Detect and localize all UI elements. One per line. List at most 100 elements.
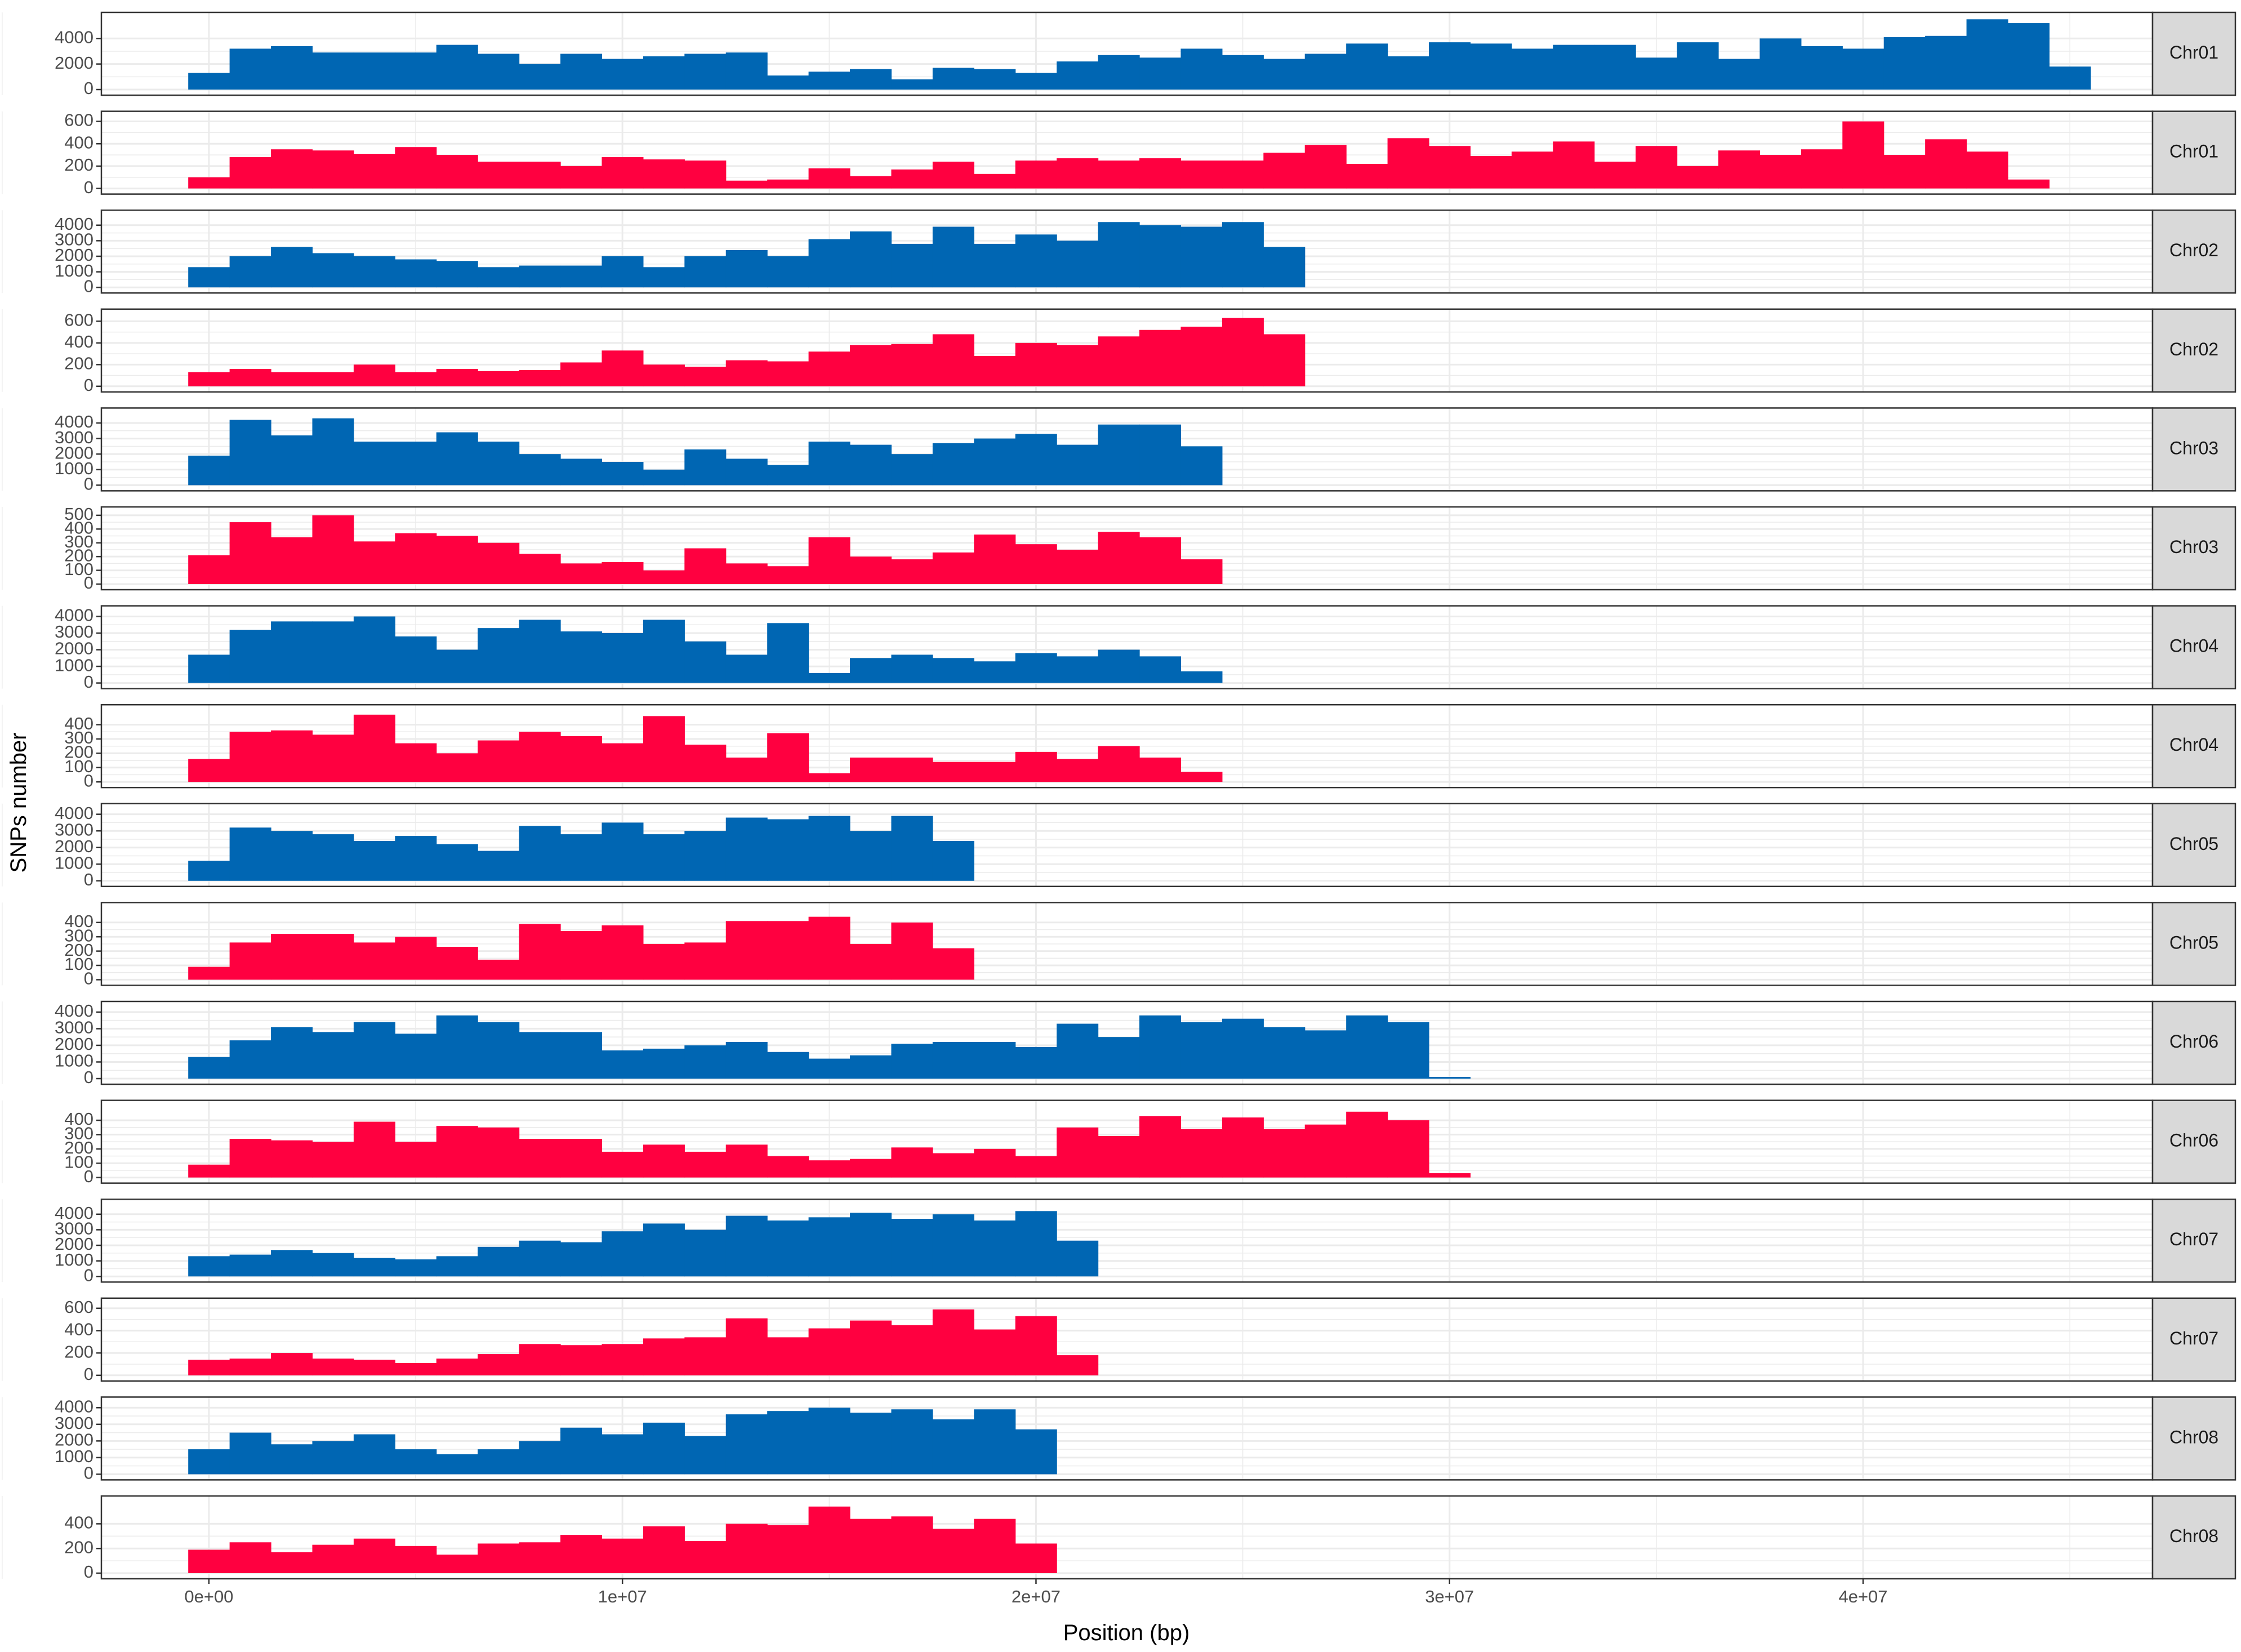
panels-layer: 020004000Chr010200400600Chr0101000200030… bbox=[2, 11, 2236, 1582]
bar-chr06-bin-1 bbox=[188, 1057, 230, 1079]
bar-chr03-bin-5 bbox=[353, 541, 395, 584]
y-tick-label: 400 bbox=[64, 1109, 93, 1129]
bar-chr02-bin-4 bbox=[312, 253, 354, 288]
y-tick-label: 3000 bbox=[55, 1018, 93, 1037]
bar-chr01-bin-10 bbox=[560, 54, 603, 90]
bar-chr07-bin-5 bbox=[353, 1360, 395, 1375]
y-tick-label: 300 bbox=[64, 728, 93, 747]
bar-chr03-bin-15 bbox=[767, 566, 809, 584]
bar-chr06-bin-11 bbox=[602, 1151, 644, 1178]
bar-chr02-bin-21 bbox=[1015, 342, 1057, 386]
bar-chr05-bin-1 bbox=[188, 967, 230, 980]
bar-chr02-bin-14 bbox=[725, 360, 768, 386]
panel-1-chr01-blue: 0 2000 4000 Chr01 bbox=[2, 11, 2236, 98]
y-tick-label: 200 bbox=[64, 1342, 93, 1361]
bar-chr03-bin-22 bbox=[1057, 549, 1099, 584]
bar-chr01-bin-27 bbox=[1263, 153, 1306, 189]
bar-chr07-bin-7 bbox=[436, 1256, 478, 1277]
bar-chr03-bin-11 bbox=[602, 461, 644, 486]
bar-chr08-bin-3 bbox=[271, 1444, 313, 1475]
bar-chr03-bin-5 bbox=[353, 442, 395, 486]
bar-chr01-bin-15 bbox=[767, 179, 809, 189]
y-tick-label: 2000 bbox=[55, 443, 93, 462]
bar-chr08-bin-15 bbox=[767, 1411, 809, 1475]
y-tick-label: 300 bbox=[64, 532, 93, 551]
bar-chr04-bin-22 bbox=[1057, 759, 1099, 782]
bar-chr03-bin-16 bbox=[808, 537, 850, 584]
y-tick-label: 4000 bbox=[55, 1396, 93, 1416]
bar-chr03-bin-19 bbox=[932, 552, 974, 584]
bar-chr05-bin-10 bbox=[560, 931, 603, 980]
bar-chr05-bin-6 bbox=[395, 836, 437, 881]
bar-chr08-bin-14 bbox=[725, 1524, 768, 1573]
y-axis-title: SNPs number bbox=[6, 733, 31, 873]
bar-chr04-bin-7 bbox=[436, 649, 478, 683]
bar-chr06-bin-8 bbox=[478, 1127, 520, 1178]
bar-chr01-bin-46 bbox=[2049, 66, 2091, 90]
bar-chr07-bin-9 bbox=[519, 1344, 561, 1375]
bar-chr06-bin-29 bbox=[1346, 1111, 1388, 1178]
bar-chr07-bin-18 bbox=[891, 1325, 933, 1375]
bar-chr01-bin-16 bbox=[808, 72, 850, 90]
bar-chr08-bin-1 bbox=[188, 1549, 230, 1573]
bar-chr06-bin-24 bbox=[1139, 1015, 1182, 1079]
bar-chr01-bin-25 bbox=[1180, 160, 1223, 189]
bar-chr05-bin-4 bbox=[312, 834, 354, 881]
bar-chr07-bin-8 bbox=[478, 1246, 520, 1277]
y-tick-label: 400 bbox=[64, 1513, 93, 1533]
bar-chr02-bin-2 bbox=[229, 369, 271, 386]
y-tick-label: 1000 bbox=[55, 1051, 93, 1071]
bar-chr06-bin-26 bbox=[1222, 1018, 1264, 1079]
bar-chr02-bin-12 bbox=[643, 267, 685, 288]
bar-chr04-bin-24 bbox=[1139, 656, 1182, 683]
bar-chr01-bin-24 bbox=[1139, 57, 1182, 90]
bar-chr03-bin-10 bbox=[560, 458, 603, 486]
bar-chr04-bin-5 bbox=[353, 714, 395, 782]
y-tick-label: 4000 bbox=[55, 1001, 93, 1021]
bar-chr05-bin-11 bbox=[602, 925, 644, 980]
bar-chr06-bin-29 bbox=[1346, 1015, 1388, 1079]
bar-chr08-bin-14 bbox=[725, 1414, 768, 1475]
panel-4-chr02-red: 0 200 400 600 Chr02 bbox=[2, 308, 2236, 395]
bar-chr08-bin-19 bbox=[932, 1419, 974, 1475]
bar-chr04-bin-18 bbox=[891, 758, 933, 782]
bar-chr07-bin-10 bbox=[560, 1345, 603, 1375]
bar-chr01-bin-1 bbox=[188, 73, 230, 90]
bar-chr02-bin-14 bbox=[725, 250, 768, 288]
bar-chr01-bin-22 bbox=[1057, 158, 1099, 189]
bar-chr07-bin-14 bbox=[725, 1215, 768, 1277]
bar-chr06-bin-11 bbox=[602, 1050, 644, 1079]
y-tick-label: 3000 bbox=[55, 622, 93, 642]
bar-chr07-bin-2 bbox=[229, 1254, 271, 1277]
bar-chr01-bin-41 bbox=[1842, 121, 1884, 189]
bar-chr07-bin-16 bbox=[808, 1328, 850, 1375]
bar-chr08-bin-11 bbox=[602, 1538, 644, 1573]
bar-chr07-bin-17 bbox=[850, 1213, 892, 1277]
bar-chr02-bin-18 bbox=[891, 344, 933, 386]
bar-chr02-bin-6 bbox=[395, 259, 437, 288]
bar-chr07-bin-1 bbox=[188, 1256, 230, 1277]
bar-chr02-bin-2 bbox=[229, 256, 271, 288]
facet-strip bbox=[2151, 1297, 2236, 1382]
bar-chr08-bin-20 bbox=[974, 1409, 1016, 1475]
bar-chr05-bin-16 bbox=[808, 816, 850, 881]
bar-chr08-bin-18 bbox=[891, 1409, 933, 1475]
y-tick-label: 0 bbox=[84, 1562, 93, 1582]
bar-chr04-bin-8 bbox=[478, 628, 520, 683]
bar-chr01-bin-36 bbox=[1636, 146, 1678, 189]
bar-chr05-bin-3 bbox=[271, 831, 313, 881]
bar-chr04-bin-20 bbox=[974, 661, 1016, 683]
bar-chr06-bin-22 bbox=[1057, 1127, 1099, 1178]
bar-chr04-bin-18 bbox=[891, 654, 933, 683]
facet-strip bbox=[2151, 1099, 2236, 1184]
bar-chr02-bin-9 bbox=[519, 369, 561, 386]
bar-chr02-bin-16 bbox=[808, 239, 850, 288]
y-tick-label: 1000 bbox=[55, 1446, 93, 1466]
bar-chr02-bin-25 bbox=[1180, 226, 1223, 288]
bar-chr03-bin-14 bbox=[725, 563, 768, 584]
bar-chr04-bin-2 bbox=[229, 630, 271, 683]
bar-chr04-bin-9 bbox=[519, 732, 561, 782]
